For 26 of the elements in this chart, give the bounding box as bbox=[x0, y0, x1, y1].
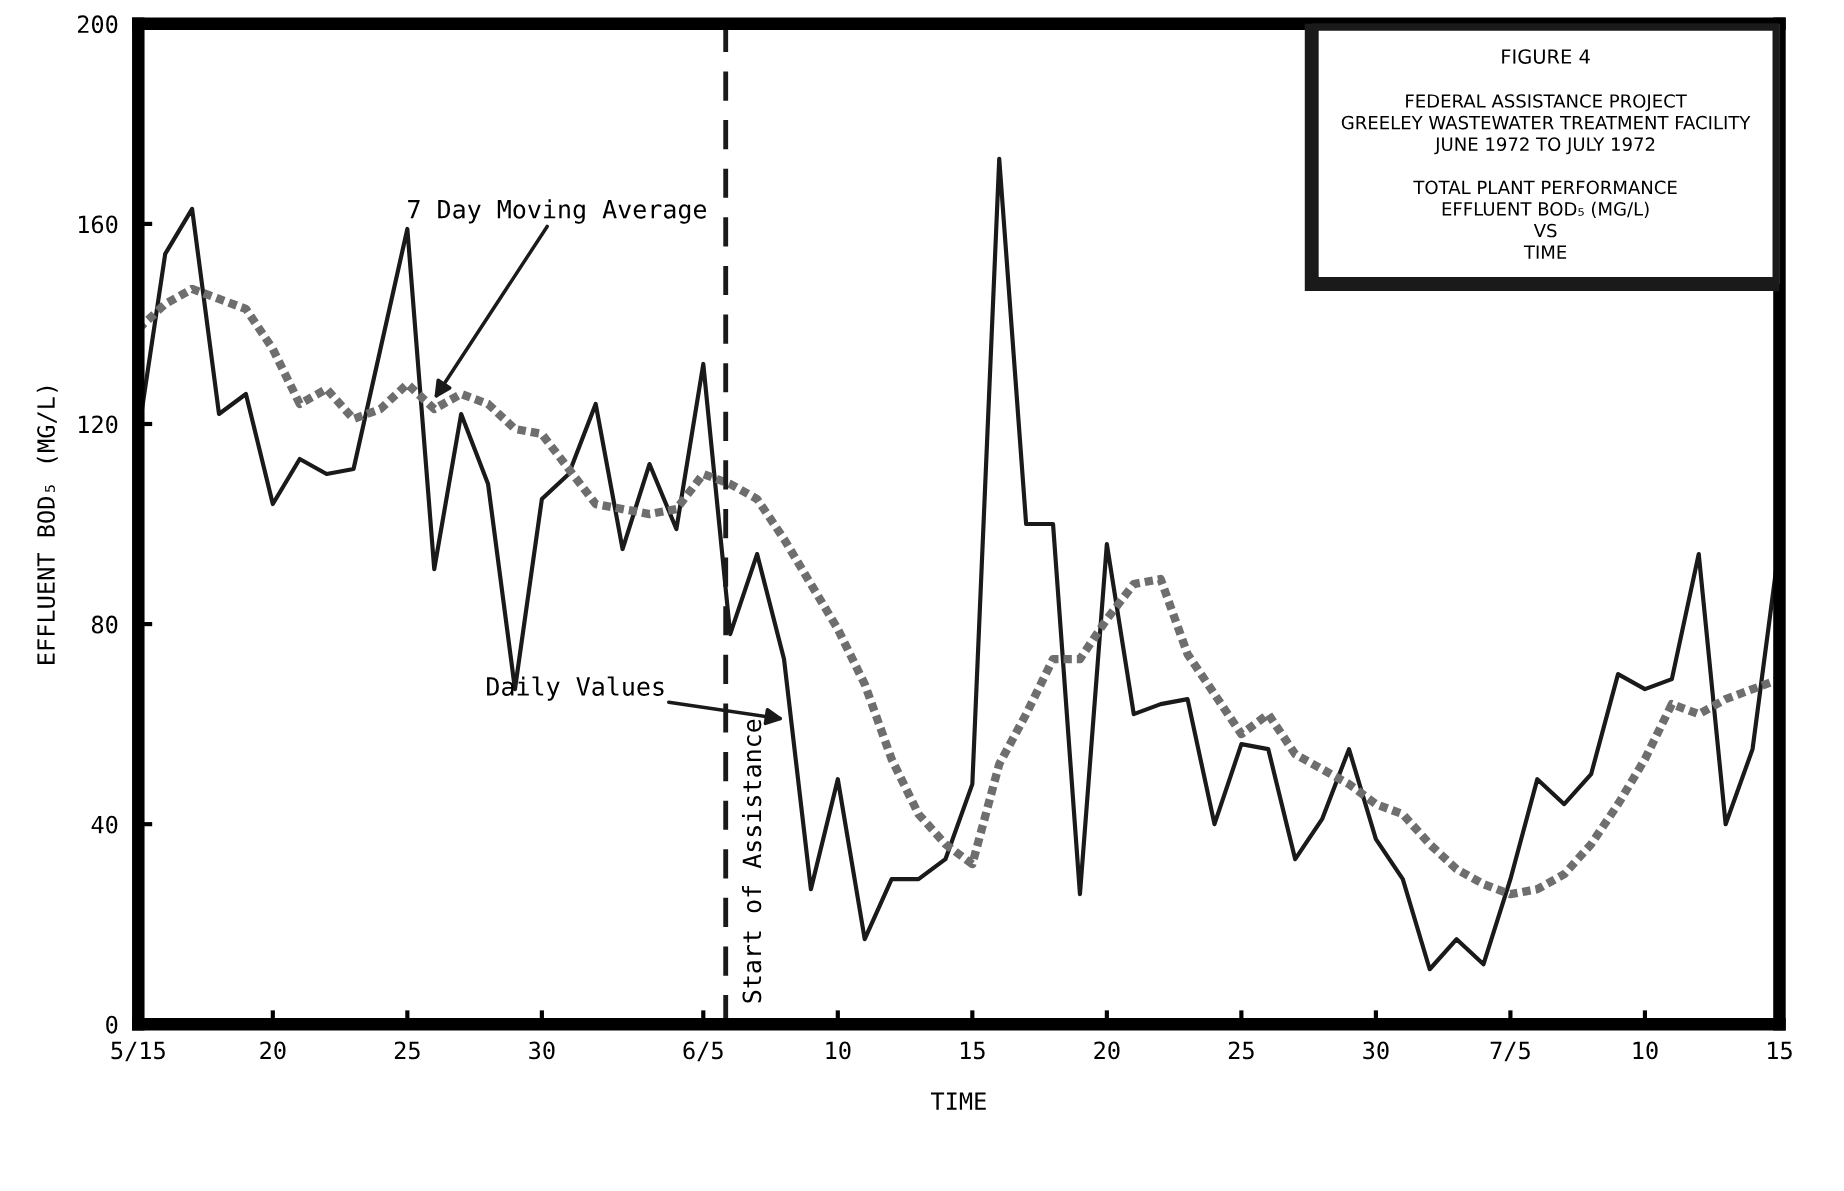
x-tick-label: 20 bbox=[1094, 1041, 1120, 1060]
annotation: Daily Values bbox=[487, 676, 664, 701]
y-tick-label: 200 bbox=[77, 15, 118, 34]
x-tick-label: 25 bbox=[394, 1041, 420, 1060]
x-tick-label: 15 bbox=[960, 1041, 985, 1060]
y-axis-title: EFFLUENT BOD₅ (MG/L) bbox=[36, 386, 58, 664]
x-tick-label: 10 bbox=[1633, 1041, 1658, 1060]
y-tick-label: 40 bbox=[91, 815, 118, 834]
x-tick-label: 5/15 bbox=[111, 1041, 165, 1062]
x-tick-label: 10 bbox=[826, 1041, 851, 1060]
x-tick-label: 30 bbox=[1363, 1041, 1389, 1060]
x-tick-label: 30 bbox=[529, 1041, 555, 1060]
text: FIGURE 4 bbox=[1502, 49, 1590, 64]
y-tick-label: 0 bbox=[106, 1015, 118, 1034]
x-tick-label: 6/5 bbox=[683, 1041, 723, 1062]
x-tick-label: 20 bbox=[260, 1041, 286, 1060]
y-tick-label: 120 bbox=[79, 415, 118, 434]
x-tick-label: 25 bbox=[1228, 1041, 1254, 1060]
text: FEDERAL ASSISTANCE PROJECT GREELEY WASTEWATER TREATMENT FACILITY JUNE 1972 TO JULY 1972 TOTAL PLANT PERFORMANCE EFFLUENT BOD₅ (MG/L) VS TIME bbox=[1341, 94, 1751, 259]
x-tick-label: 15 bbox=[1768, 1041, 1792, 1060]
x-tick-label: 7/5 bbox=[1490, 1041, 1530, 1062]
annotation: 7 Day Moving Average bbox=[408, 199, 707, 224]
ref-line-label: Start of Assistance bbox=[741, 719, 762, 1003]
y-tick-label: 80 bbox=[91, 615, 118, 634]
y-tick-label: 160 bbox=[79, 215, 118, 234]
x-axis-title: TIME bbox=[930, 1092, 986, 1110]
